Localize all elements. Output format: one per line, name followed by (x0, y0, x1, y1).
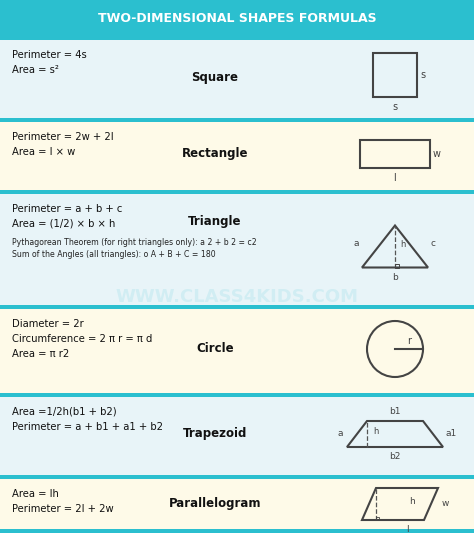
Text: a: a (337, 430, 343, 439)
Text: s: s (392, 102, 398, 112)
Text: Diameter = 2r: Diameter = 2r (12, 319, 84, 329)
Bar (0, 36, 474, 40)
Text: Area =1/2h(b1 + b2): Area =1/2h(b1 + b2) (12, 407, 117, 417)
Text: Perimeter = a + b1 + a1 + b2: Perimeter = a + b1 + a1 + b2 (12, 422, 163, 432)
Text: s: s (420, 70, 425, 80)
Text: Area = (1/2) × b × h: Area = (1/2) × b × h (12, 219, 115, 229)
Text: b1: b1 (389, 407, 401, 416)
Text: Circumference = 2 π r = π d: Circumference = 2 π r = π d (12, 334, 152, 344)
Bar (0, 475, 474, 479)
Text: Pythagorean Theorem (for right triangles only): a 2 + b 2 = c2: Pythagorean Theorem (for right triangles… (12, 238, 256, 247)
Text: WWW.CLASS4KIDS.COM: WWW.CLASS4KIDS.COM (116, 287, 358, 305)
Bar (373, 53, 417, 97)
Bar (0, 36, 474, 118)
Text: l: l (406, 525, 408, 533)
Bar (0, 529, 474, 533)
Text: h: h (373, 427, 378, 437)
Bar (0, 118, 474, 122)
Bar (0, 393, 474, 397)
Text: Circle: Circle (196, 343, 234, 356)
Text: Rectangle: Rectangle (182, 148, 248, 160)
Text: Square: Square (191, 70, 238, 84)
Text: b: b (392, 272, 398, 281)
Text: b2: b2 (389, 452, 401, 461)
Text: Perimeter = 2w + 2l: Perimeter = 2w + 2l (12, 132, 114, 142)
Bar (0, 0, 474, 36)
Bar (376, 517, 379, 520)
Text: h: h (400, 240, 405, 249)
Text: Perimeter = 4s: Perimeter = 4s (12, 50, 87, 60)
Text: Perimeter = a + b + c: Perimeter = a + b + c (12, 204, 122, 214)
Text: Trapezoid: Trapezoid (183, 427, 247, 440)
Text: c: c (431, 239, 436, 248)
Text: w: w (442, 499, 449, 508)
Bar (0, 190, 474, 194)
Text: Area = s²: Area = s² (12, 65, 59, 75)
Bar (0, 475, 474, 533)
Text: r: r (407, 336, 411, 346)
Text: Perimeter = 2l + 2w: Perimeter = 2l + 2w (12, 504, 114, 514)
Text: h: h (409, 497, 415, 506)
Bar (0, 305, 474, 309)
Bar (395, 263, 399, 268)
Bar (0, 393, 474, 475)
Text: Area = lh: Area = lh (12, 489, 59, 499)
Bar (0, 305, 474, 393)
Text: Area = π r2: Area = π r2 (12, 349, 69, 359)
Bar (360, 140, 430, 168)
Text: l: l (393, 173, 396, 183)
Text: Area = l × w: Area = l × w (12, 147, 75, 157)
Bar (0, 118, 474, 190)
Bar (0, 190, 474, 305)
Bar (0, 36, 474, 40)
Text: TWO-DIMENSIONAL SHAPES FORMULAS: TWO-DIMENSIONAL SHAPES FORMULAS (98, 12, 376, 25)
Text: a: a (354, 239, 359, 248)
Text: Parallelogram: Parallelogram (169, 497, 261, 511)
Text: Sum of the Angles (all triangles): o A + B + C = 180: Sum of the Angles (all triangles): o A +… (12, 250, 216, 259)
Text: Triangle: Triangle (188, 215, 242, 229)
Text: w: w (433, 149, 441, 159)
Text: a1: a1 (446, 430, 457, 439)
